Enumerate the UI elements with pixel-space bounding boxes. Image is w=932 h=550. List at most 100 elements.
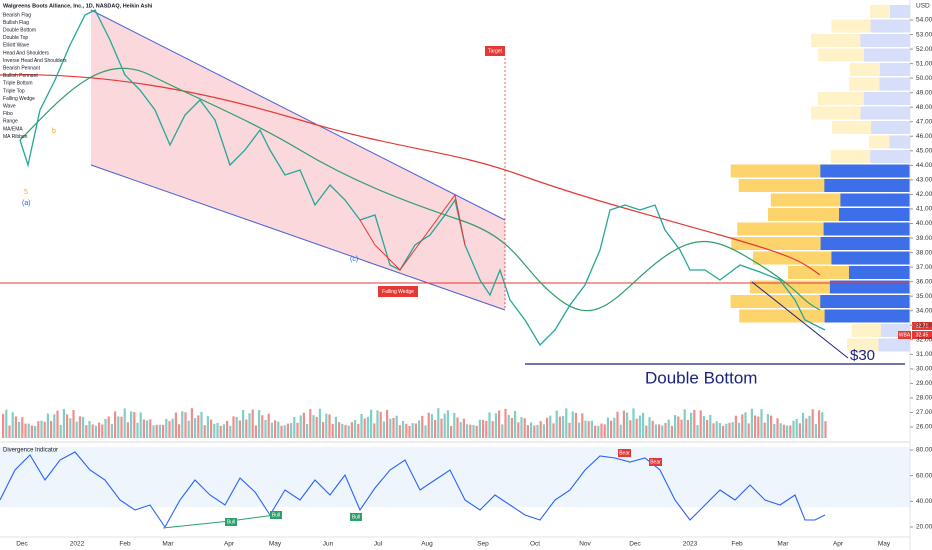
volume-bar (440, 418, 443, 438)
volume-bar (408, 425, 411, 438)
wave-lines (359, 193, 466, 271)
volume-bar (8, 425, 11, 438)
div-line (162, 520, 231, 529)
time-tick-label: Jun (323, 541, 334, 548)
volume-bar (507, 414, 510, 438)
symbol: WBA (899, 332, 911, 338)
volume-bar (590, 420, 593, 438)
volume-bar (94, 425, 97, 438)
time-tick-label: Nov (579, 541, 591, 548)
volume-bar (821, 412, 824, 438)
oscillator-line (0, 451, 826, 529)
volume-bar (670, 425, 673, 438)
price-tick-label: 34.00 (916, 307, 932, 314)
volume-bar (357, 423, 360, 438)
volume-bar (238, 420, 241, 438)
volume-bar (443, 413, 446, 438)
profile-bar (820, 164, 910, 178)
volume-bar (376, 410, 379, 438)
volume-bar (373, 423, 376, 438)
volume-bar (741, 414, 744, 438)
profile-bar (829, 280, 910, 294)
volume-bar (392, 417, 395, 438)
volume-bar (574, 412, 577, 438)
price-tick-label: 48.00 (916, 104, 932, 111)
volume-bar (702, 416, 705, 438)
volume-bar (98, 422, 101, 438)
volume-bar (792, 420, 795, 438)
bull-label: Bull (352, 514, 360, 520)
volume-bar (645, 425, 648, 438)
volume-bar (286, 423, 289, 438)
price-tick-label: 52.00 (916, 46, 932, 53)
volume-bar (206, 416, 209, 438)
profile-bar (848, 266, 910, 279)
volume-bar (117, 416, 120, 438)
volume-bar (722, 425, 725, 438)
volume-bar (757, 416, 760, 438)
volume-bar (446, 410, 449, 438)
volume-bar (450, 425, 453, 438)
volume-bar (773, 423, 776, 438)
volume-bar (680, 419, 683, 438)
price-tick-label: 44.00 (916, 162, 932, 169)
volume-bar (485, 420, 488, 438)
volume-bar (677, 416, 680, 438)
volume-bar (280, 425, 283, 438)
volume-bar (174, 412, 177, 438)
volume-bar (776, 418, 779, 438)
volume-bar (43, 421, 46, 438)
volume-bar (290, 423, 293, 438)
volume-bar (782, 424, 785, 438)
price-tick-label: 35.00 (916, 293, 932, 300)
price-tick-label: 28.00 (916, 395, 932, 402)
volume-bar (306, 423, 309, 438)
volume-bar (187, 420, 190, 438)
volume-bar (318, 408, 321, 438)
volume-bar (347, 425, 350, 438)
volume-bar (600, 423, 603, 438)
oscillator-tick-label: 40.00 (916, 498, 932, 505)
volume-bar (475, 425, 478, 438)
volume-bar (434, 419, 437, 438)
price-tick-label: 31.00 (916, 351, 932, 358)
volume-bar (165, 418, 168, 438)
time-tick-label: Aug (421, 541, 433, 548)
bear-label: Bear (650, 459, 661, 465)
volume-bar (91, 424, 94, 438)
volume-bar (242, 409, 245, 438)
volume-profile (730, 5, 910, 352)
volume-bar (258, 410, 261, 438)
volume-bar (338, 422, 341, 438)
close-price: 32.45 (916, 332, 929, 338)
volume-bar (530, 422, 533, 438)
indicator-item: Head And Shoulders (3, 50, 49, 56)
volume-bar (706, 420, 709, 438)
volume-bar (731, 422, 734, 438)
volume-bar (14, 416, 17, 438)
time-tick-label: Dec (16, 541, 28, 548)
volume-bar (437, 408, 440, 438)
volume-bar (744, 412, 747, 438)
volume-bar (168, 421, 171, 438)
profile-bar (860, 106, 910, 120)
ma-200 (0, 74, 821, 276)
volume-bar (210, 419, 213, 438)
volume-bar (472, 425, 475, 438)
profile-bar (823, 222, 910, 236)
volume-bar (344, 424, 347, 438)
volume-bar (248, 413, 251, 438)
chart-title: Walgreens Boots Alliance, Inc., 1D, NASD… (3, 3, 153, 9)
volume-bar (402, 420, 405, 438)
volume-bar (213, 423, 216, 438)
volume-bar (158, 424, 161, 438)
div-line (229, 514, 276, 522)
oscillator-band (0, 447, 910, 507)
oscillator-tick-label: 60.00 (916, 472, 932, 479)
volume-bar (277, 421, 280, 438)
profile-bar (824, 179, 910, 192)
volume-bar (766, 414, 769, 438)
profile-bar (839, 208, 910, 221)
indicator-item: MA/EMA (3, 126, 23, 132)
volume-bar (254, 425, 257, 438)
